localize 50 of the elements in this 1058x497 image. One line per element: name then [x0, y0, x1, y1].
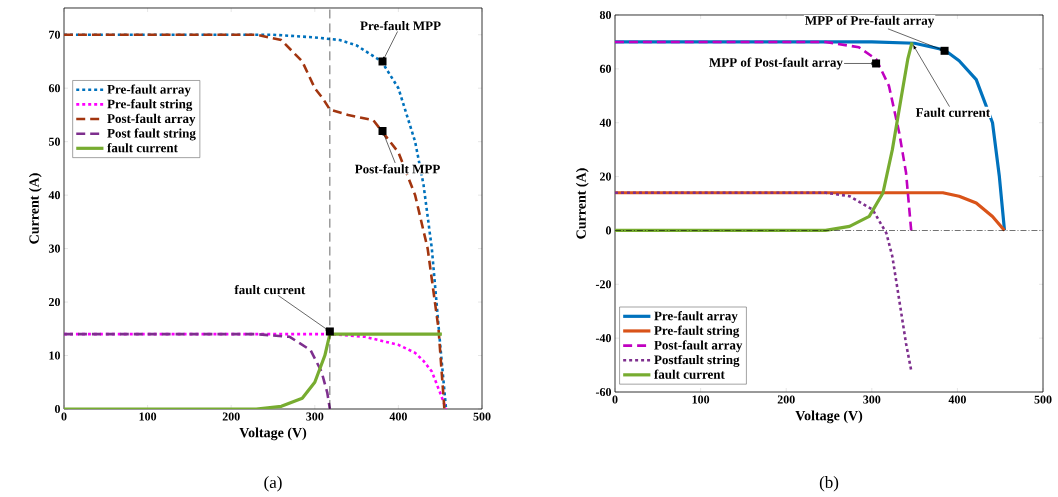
- y-tick-label: 0: [605, 226, 612, 235]
- x-axis-title: Voltage (V): [239, 427, 307, 441]
- y-tick-label: 30: [48, 244, 61, 253]
- x-tick-label: 200: [222, 412, 240, 421]
- y-tick-label: 80: [599, 10, 612, 20]
- legend-label: fault current: [654, 369, 725, 379]
- x-tick-label: 100: [692, 395, 710, 404]
- x-tick-label: 300: [863, 395, 881, 404]
- annotation: Fault current: [915, 107, 991, 117]
- annotation: MPP of Post-fault array: [709, 57, 843, 70]
- y-tick-label: 70: [49, 30, 61, 39]
- annotation: MPP of Pre-fault array: [805, 15, 935, 28]
- x-tick-label: 100: [139, 412, 157, 421]
- x-tick-label: 0: [612, 395, 618, 404]
- y-tick-label: 50: [48, 137, 61, 146]
- legend-label: Pre-fault array: [654, 310, 738, 323]
- x-tick-label: 500: [473, 412, 491, 421]
- y-tick-label: 40: [599, 118, 612, 127]
- legend-label: Post-fault array: [654, 340, 743, 353]
- annotation: fault current: [234, 284, 306, 295]
- y-axis-title: Current (A): [28, 173, 42, 244]
- y-tick-label: 0: [54, 404, 61, 414]
- legend-label: Post-fault array: [107, 113, 196, 126]
- y-tick-label: 10: [49, 351, 61, 360]
- y-tick-label: 20: [599, 172, 612, 181]
- y-tick-label: -40: [595, 334, 612, 343]
- legend-label: Pre-fault array: [107, 84, 191, 97]
- y-tick-label: -60: [595, 387, 612, 397]
- x-tick-label: 400: [948, 395, 966, 404]
- text: (b): [819, 476, 839, 492]
- x-axis-title: Voltage (V): [795, 410, 863, 424]
- x-tick-label: 300: [306, 412, 324, 421]
- y-axis-title: Current (A): [575, 168, 589, 239]
- legend-label: Post fault string: [107, 128, 196, 141]
- text: (a): [264, 476, 282, 492]
- y-tick-label: 20: [48, 298, 61, 307]
- x-tick-label: 400: [389, 412, 407, 421]
- x-tick-label: 0: [61, 412, 67, 421]
- y-tick-label: 60: [48, 84, 61, 93]
- legend-label: Pre-fault string: [107, 99, 193, 112]
- annotation: Pre-fault MPP: [360, 20, 441, 31]
- annotation: Post-fault MPP: [354, 164, 440, 174]
- legend-label: Postfault string: [654, 354, 740, 367]
- x-tick-label: 200: [777, 395, 795, 404]
- y-tick-label: 60: [599, 64, 612, 73]
- legend-label: Pre-fault string: [654, 325, 740, 338]
- y-tick-label: -20: [595, 280, 612, 289]
- legend-label: fault current: [107, 142, 178, 153]
- y-tick-label: 40: [48, 191, 61, 200]
- x-tick-label: 500: [1034, 395, 1052, 404]
